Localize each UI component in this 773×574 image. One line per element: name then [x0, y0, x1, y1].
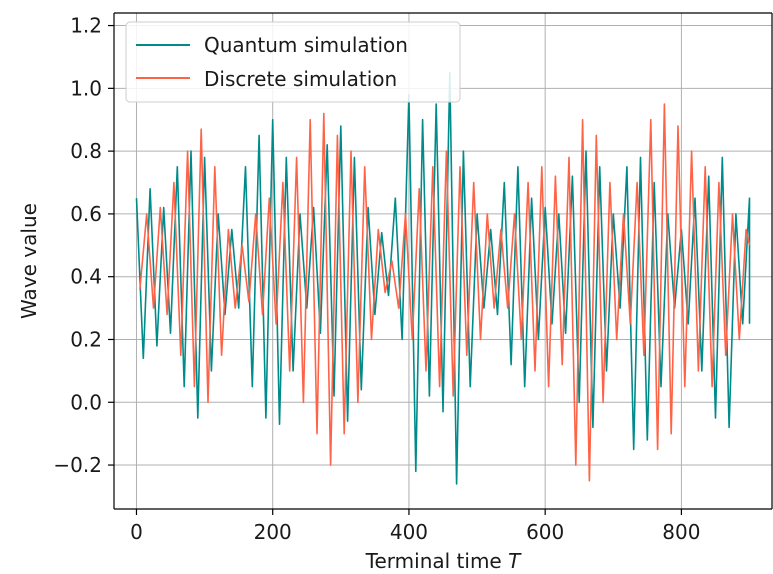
y-axis-title: Wave value: [17, 203, 41, 319]
y-tick-label-0: −0.2: [53, 453, 102, 477]
y-tick-label-7: 1.2: [70, 14, 102, 38]
x-tick-label-4: 800: [662, 520, 700, 544]
series-discrete-line: [139, 103, 751, 482]
x-axis-title-variable: T: [508, 549, 522, 573]
y-tick-label-5: 0.8: [70, 139, 102, 163]
legend-label-quantum: Quantum simulation: [204, 33, 408, 57]
series-layer: [135, 71, 751, 485]
y-axis-ticks: −0.2 0.0 0.2 0.4 0.6 0.8 1.0 1.2: [53, 14, 114, 477]
legend: Quantum simulation Discrete simulation: [125, 21, 461, 103]
x-tick-label-3: 600: [526, 520, 564, 544]
legend-box: [125, 21, 461, 103]
x-tick-label-2: 400: [390, 520, 428, 544]
y-tick-label-1: 0.0: [70, 390, 102, 414]
y-tick-label-4: 0.6: [70, 202, 102, 226]
x-axis-title: Terminal time T: [365, 549, 522, 573]
x-axis-title-text: Terminal time: [365, 549, 502, 573]
axes-frame: [113, 12, 773, 510]
y-tick-label-2: 0.2: [70, 327, 102, 351]
x-axis-ticks: 0 200 400 600 800: [130, 509, 700, 544]
x-tick-label-1: 200: [254, 520, 292, 544]
y-tick-label-3: 0.4: [70, 265, 102, 289]
y-tick-label-6: 1.0: [70, 76, 102, 100]
legend-label-discrete: Discrete simulation: [204, 67, 397, 91]
x-tick-label-0: 0: [130, 520, 143, 544]
